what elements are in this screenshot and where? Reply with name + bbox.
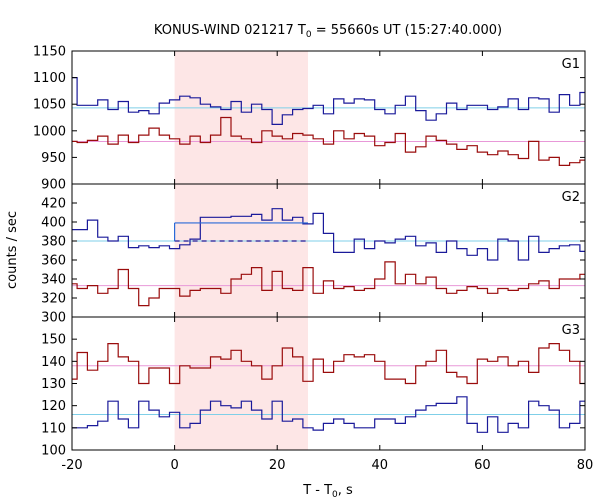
y-tick-label: 900 [41,178,66,193]
y-tick-label: 380 [41,235,66,250]
y-tick-label: 120 [41,399,66,414]
series-step-red [72,343,585,385]
x-tick-label: 40 [372,458,389,473]
y-tick-label: 110 [41,421,66,436]
panel-label: G2 [562,190,580,205]
panel-g2: 300 320 340 360 380 400 420 G2 [41,183,586,326]
y-tick-label: 1050 [33,98,66,113]
x-tick-label: -20 [61,458,82,473]
highlight-band [174,184,308,317]
panel-label: G1 [562,57,580,72]
y-tick-label: 1150 [33,45,66,60]
series-step-blue [72,396,585,433]
x-axis-title: T - T0, s [302,483,353,500]
panel-g3: 100 110 120 130 140 150 G3 [41,316,586,459]
panel-frame [71,316,586,451]
chart-title: KONUS-WIND 021217 T0 = 55660s UT (15:27:… [154,23,502,40]
highlight-band [174,317,308,450]
x-tick-label: 60 [474,458,491,473]
panel-label: G3 [562,323,580,338]
y-tick-label: 130 [41,377,66,392]
series-step-red [72,261,585,307]
panels-layer: 9009501000105011001150G13003203403603804… [33,45,593,474]
y-tick-label: 300 [41,311,66,326]
y-tick-label: 100 [41,444,66,459]
series-step-blue [72,77,585,125]
y-tick-label: 1100 [33,71,66,86]
panel-g1: 900 950 1000 1050 1100 1150 G1 [33,45,586,193]
x-tick-label: 20 [269,458,286,473]
y-tick-label: 340 [41,273,66,288]
x-tick-label: 80 [577,458,594,473]
x-tick-label: 0 [170,458,178,473]
y-tick-label: 320 [41,292,66,307]
panel-frame [71,183,586,318]
y-tick-label: 360 [41,254,66,269]
panel-frame [71,50,586,185]
y-tick-label: 1000 [33,124,66,139]
y-tick-label: 400 [41,216,66,231]
y-tick-label: 140 [41,355,66,370]
series-step-red [72,116,585,166]
y-tick-label: 950 [41,151,66,166]
series-step-blue [72,208,585,261]
highlight-band [174,51,308,184]
y-axis-title: counts / sec [5,211,20,289]
y-tick-label: 420 [41,197,66,212]
y-tick-label: 150 [41,333,66,348]
